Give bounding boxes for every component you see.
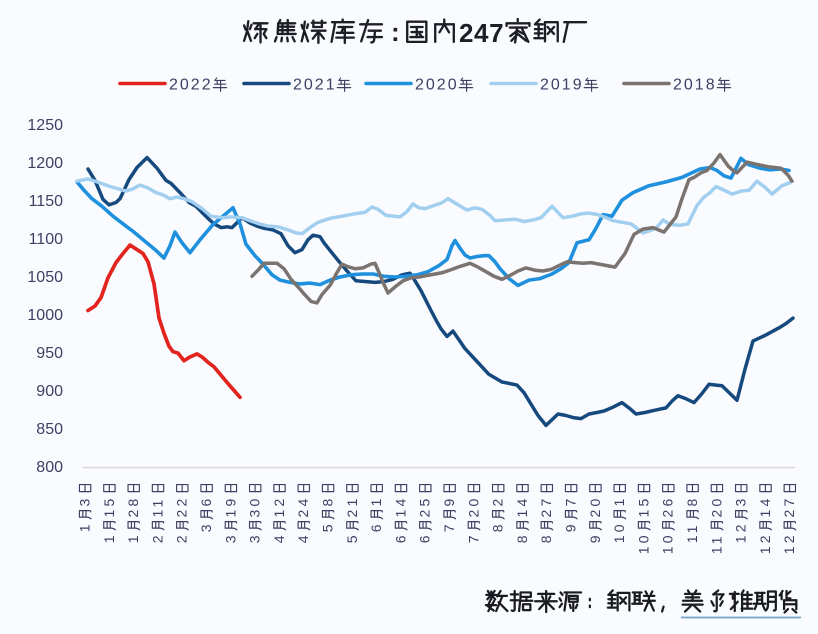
svg-text:3: 3 (247, 532, 263, 543)
svg-text:7: 7 (441, 521, 457, 532)
svg-text:2020: 2020 (415, 77, 459, 94)
svg-text:1: 1 (125, 532, 141, 543)
svg-text:1: 1 (77, 521, 93, 532)
svg-text:20: 20 (708, 496, 724, 518)
svg-text:25: 25 (417, 496, 433, 518)
svg-text:11: 11 (149, 497, 165, 518)
svg-text:12: 12 (733, 521, 749, 543)
svg-text:15: 15 (101, 496, 117, 518)
svg-text:8: 8 (320, 496, 336, 507)
svg-text:26: 26 (660, 496, 676, 518)
svg-text:7: 7 (563, 496, 579, 507)
svg-text:14: 14 (757, 496, 773, 518)
svg-text:5: 5 (320, 521, 336, 532)
svg-text:8: 8 (538, 532, 554, 543)
svg-text:1000: 1000 (27, 307, 63, 324)
svg-text:12: 12 (757, 532, 773, 554)
svg-text:2022: 2022 (169, 77, 213, 94)
svg-text:950: 950 (36, 345, 63, 362)
svg-text:20: 20 (587, 496, 603, 518)
svg-text:2: 2 (174, 532, 190, 543)
svg-text:28: 28 (125, 496, 141, 518)
svg-text:2021: 2021 (293, 77, 337, 94)
svg-text:6: 6 (368, 521, 384, 532)
svg-text:1250: 1250 (27, 117, 63, 134)
svg-text:12: 12 (271, 496, 287, 518)
svg-text:9: 9 (563, 521, 579, 532)
svg-text:6: 6 (392, 532, 408, 543)
svg-text:2: 2 (149, 532, 165, 543)
svg-text:6: 6 (198, 496, 214, 507)
svg-text:10: 10 (611, 521, 627, 543)
svg-text:19: 19 (222, 496, 238, 518)
svg-text:850: 850 (36, 421, 63, 438)
svg-text:9: 9 (587, 532, 603, 543)
svg-text:30: 30 (247, 496, 263, 518)
svg-text:14: 14 (392, 496, 408, 518)
svg-text:27: 27 (781, 496, 797, 518)
svg-text:1: 1 (101, 532, 117, 543)
svg-text:3: 3 (198, 521, 214, 532)
svg-text:6: 6 (417, 532, 433, 543)
svg-text:1150: 1150 (29, 193, 64, 210)
svg-text:4: 4 (271, 532, 287, 543)
svg-text:10: 10 (660, 532, 676, 554)
svg-text:20: 20 (465, 496, 481, 518)
svg-text:10: 10 (635, 532, 651, 554)
svg-text:8: 8 (514, 532, 530, 543)
svg-text:3: 3 (733, 496, 749, 507)
svg-text:21: 21 (344, 496, 360, 518)
svg-text:14: 14 (514, 496, 530, 518)
svg-text:11: 11 (708, 533, 724, 554)
svg-text:12: 12 (781, 532, 797, 554)
svg-text:1: 1 (368, 496, 384, 507)
svg-text:7: 7 (465, 532, 481, 543)
svg-text:2019: 2019 (540, 77, 584, 94)
svg-text:15: 15 (635, 496, 651, 518)
svg-text:800: 800 (36, 459, 63, 476)
svg-text:2018: 2018 (673, 77, 717, 94)
svg-text:1050: 1050 (27, 269, 63, 286)
svg-text:1100: 1100 (29, 231, 64, 248)
svg-text:8: 8 (490, 521, 506, 532)
svg-text:1200: 1200 (27, 155, 63, 172)
svg-text:3: 3 (222, 532, 238, 543)
svg-text:24: 24 (295, 496, 311, 518)
svg-text:22: 22 (174, 496, 190, 518)
svg-text:11: 11 (684, 522, 700, 543)
svg-text:2: 2 (490, 496, 506, 507)
svg-text:1: 1 (611, 496, 627, 507)
svg-text:4: 4 (295, 532, 311, 543)
svg-text:27: 27 (538, 496, 554, 518)
svg-text:8: 8 (684, 496, 700, 507)
svg-text:247: 247 (459, 18, 504, 48)
svg-text:5: 5 (344, 532, 360, 543)
svg-text:900: 900 (36, 383, 63, 400)
svg-text:9: 9 (441, 496, 457, 507)
svg-text:3: 3 (77, 496, 93, 507)
svg-text::: : (391, 17, 400, 47)
